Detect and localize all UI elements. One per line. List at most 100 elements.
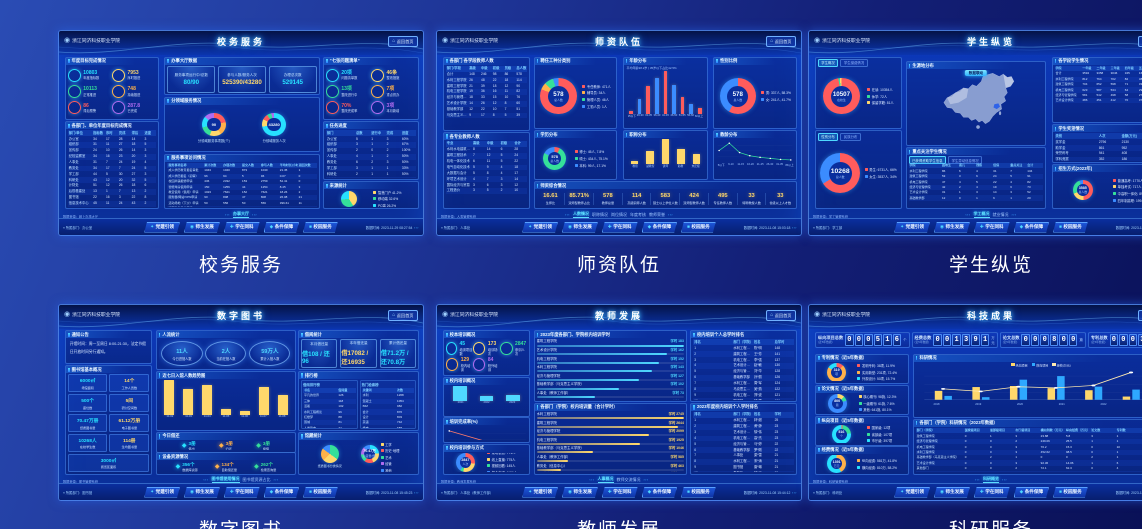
home-button[interactable]: ⌂返回首页 xyxy=(387,36,418,47)
tabs-prev-arrow[interactable]: ‹‹‹ xyxy=(965,212,971,217)
panel-tab[interactable]: 学生概况 xyxy=(817,59,839,67)
footer-tab[interactable]: 职称情况 xyxy=(592,211,608,217)
nav-party-leadership[interactable]: ✦ 党建引领 xyxy=(894,486,930,498)
panel-ring: 学生概况 学生缴费情况 10507 在校生 在读: 10354人 休学: 72人 保留学籍:… xyxy=(814,56,903,130)
tabs-next-arrow[interactable]: ››› xyxy=(1011,212,1017,217)
footer-tab[interactable]: 教师荣誉 xyxy=(649,211,665,217)
panel-tab[interactable]: 学生缴费情况 xyxy=(840,59,868,67)
donut-chart: 90 xyxy=(201,112,226,137)
panel-title: 培训完成率(%) xyxy=(449,418,478,424)
tabs-next-arrow[interactable]: ››› xyxy=(668,212,674,217)
home-button[interactable]: ⌂返回首页 xyxy=(1137,36,1142,47)
footer-tab[interactable]: 图书馆使用情况 xyxy=(211,476,240,483)
nav-condition-support[interactable]: ◆ 条件保障 xyxy=(641,221,678,233)
panel-title: 借阅统计 xyxy=(304,331,322,337)
nav-campus-service[interactable]: ■ 校园服务 xyxy=(1053,486,1088,498)
tabs-prev-arrow[interactable]: ‹‹‹ xyxy=(589,477,595,482)
nav-teacher-student-development[interactable]: ◉ 师生发展 xyxy=(933,221,970,233)
nav-campus-service[interactable]: ■ 校园服务 xyxy=(303,486,338,498)
nav-party-leadership[interactable]: ✦ 党建引领 xyxy=(144,221,180,233)
data-link-badge[interactable]: 数据联动 xyxy=(964,70,988,77)
nav-campus-service[interactable]: ■ 校园服务 xyxy=(681,221,716,233)
nav-condition-support[interactable]: ◆ 条件保障 xyxy=(263,221,300,233)
tabs-prev-arrow[interactable]: ‹‹‹ xyxy=(203,477,209,482)
nav-study-at-tongke-icon: ✚ xyxy=(229,488,234,494)
nav-study-at-tongke[interactable]: ✚ 学在同科 xyxy=(601,221,638,233)
nav-study-at-tongke[interactable]: ✚ 学在同科 xyxy=(973,221,1010,233)
tabs-next-arrow[interactable]: ››› xyxy=(252,212,258,217)
footer-tabs-row: 数据来源：学工管理系统 ‹‹‹ 学工概况 就业情况 ››› xyxy=(813,210,1142,219)
nav-campus-service[interactable]: ■ 校园服务 xyxy=(303,221,338,233)
panel-title: 今日借还 xyxy=(162,433,180,439)
tabs-prev-arrow[interactable]: ‹‹‹ xyxy=(224,212,230,217)
footer-tab[interactable]: 办事大厅 xyxy=(233,211,249,218)
panel-tab[interactable]: 学生异动信息情况 xyxy=(948,156,983,165)
nav-study-at-tongke[interactable]: ✚ 学在同科 xyxy=(223,221,260,233)
panel-title: 科研情况 xyxy=(919,355,937,361)
nav-condition-support[interactable]: ◆ 条件保障 xyxy=(1013,486,1050,498)
footer-tab[interactable]: 教师交流情况 xyxy=(616,476,641,482)
nav-teacher-student-development[interactable]: ◉ 师生发展 xyxy=(933,486,970,498)
footer-tab[interactable]: 人数情况 xyxy=(573,211,589,218)
nav-condition-support[interactable]: ◆ 条件保障 xyxy=(641,486,678,498)
stat-cell: 61.12万册 电子图书量 xyxy=(109,414,150,433)
tabs-prev-arrow[interactable]: ‹‹‹ xyxy=(974,477,980,482)
nav-condition-support[interactable]: ◆ 条件保障 xyxy=(263,486,300,498)
china-map xyxy=(943,73,1014,129)
nav-teacher-student-development[interactable]: ◉ 师生发展 xyxy=(561,486,598,498)
nav-teacher-student-development-icon: ◉ xyxy=(567,223,572,229)
nav-study-at-tongke[interactable]: ✚ 学在同科 xyxy=(601,486,638,498)
school-name: 浙江同济科技职业学院 xyxy=(822,39,871,44)
home-button[interactable]: ⌂返回首页 xyxy=(387,310,418,321)
bottom-nav-bar: « 所属部门：学工部 ✦ 党建引领 ◉ 师生发展 ✚ 学在同科 ◆ 条件保障 ■ 校园服务 数据时间:… xyxy=(809,218,1142,235)
tabs-prev-arrow[interactable]: ‹‹‹ xyxy=(564,212,570,217)
summary-stat: 33 省级以上人才数 xyxy=(765,192,794,205)
footer-tab[interactable]: 科研概览 xyxy=(983,476,999,483)
tabs-next-arrow[interactable]: ››› xyxy=(643,477,649,482)
nav-study-at-tongke[interactable]: ✚ 学在同科 xyxy=(223,486,260,498)
footer-tab[interactable]: 岗位情况 xyxy=(611,211,627,217)
screen-body: 学生概况 学生缴费情况 10507 在校生 在读: 10354人 休学: 72人 保留学籍:… xyxy=(813,55,1142,210)
rank-table: 热门检索榜 关键词 次数 水利 1268 混凝土 1054 BIM 982 会计 876 设计 803 英… xyxy=(359,380,417,429)
footer-tab[interactable]: 就业情况 xyxy=(992,211,1009,217)
nav-party-leadership[interactable]: ✦ 党建引领 xyxy=(894,221,930,233)
nav-party-leadership[interactable]: ✦ 党建引领 xyxy=(144,486,180,498)
panel-tab[interactable]: 已获得资助学生信息 xyxy=(908,156,947,165)
nav-condition-support[interactable]: ◆ 条件保障 xyxy=(1013,221,1050,233)
panel-title: 生源地分布 xyxy=(912,62,934,68)
tabs-next-arrow[interactable]: ››› xyxy=(1002,477,1008,482)
footer-tab[interactable]: 年度考核 xyxy=(630,211,646,217)
screen-title: 科技成果 xyxy=(966,311,1015,321)
stat-ring: 7项 重点督办 xyxy=(371,85,416,99)
nav-campus-service[interactable]: ■ 校园服务 xyxy=(681,486,716,498)
nav-teacher-student-development-icon: ◉ xyxy=(189,488,194,494)
home-button[interactable]: ⌂返回首页 xyxy=(765,36,796,47)
nav-study-at-tongke-icon: ✚ xyxy=(229,223,234,229)
nav-teacher-student-development[interactable]: ◉ 师生发展 xyxy=(183,486,220,498)
screen-caption: 数字图书 xyxy=(58,515,424,529)
panel-tab[interactable]: 民族分布 xyxy=(840,132,861,141)
panel-hbars: 各部门（学院）校内培训量（合计学时） 水利工程学院 学时 2745 建筑工程学院 学时 … xyxy=(533,402,687,475)
panel-title: 排行榜 xyxy=(304,372,318,378)
nav-party-leadership[interactable]: ✦ 党建引领 xyxy=(522,221,558,233)
cell-school-affairs: ◉ 浙江同济科技职业学院 校务服务 ⌂ 返回首页 年度目标完成情况 10803 年度指标数 79… xyxy=(58,30,424,277)
footer-tab[interactable]: 人事概况 xyxy=(597,476,614,483)
hbar-item: 基础教学部（马克思主义学院） 学时 102 xyxy=(536,382,684,390)
nav-teacher-student-development[interactable]: ◉ 师生发展 xyxy=(561,221,598,233)
nav-campus-service[interactable]: ■ 校园服务 xyxy=(1053,221,1088,233)
nav-teacher-student-development[interactable]: ◉ 师生发展 xyxy=(183,221,220,233)
footer-tab[interactable]: 图书馆资源占比 xyxy=(242,476,271,482)
nav-study-at-tongke[interactable]: ✚ 学在同科 xyxy=(973,486,1010,498)
footer-tab[interactable]: 学工概况 xyxy=(973,211,990,218)
panel-title: 近七日入馆人数趋势图 xyxy=(162,372,206,378)
home-button[interactable]: ⌂返回首页 xyxy=(1137,310,1142,321)
panel-tab[interactable]: 性别分布 xyxy=(817,132,839,141)
screen-caption: 科研服务 xyxy=(808,515,1142,529)
nav-party-leadership[interactable]: ✦ 党建引领 xyxy=(522,486,558,498)
nav-party-leadership-icon: ✦ xyxy=(900,223,905,229)
home-button[interactable]: ⌂返回首页 xyxy=(765,310,796,321)
tabs-next-arrow[interactable]: ››› xyxy=(273,477,279,482)
